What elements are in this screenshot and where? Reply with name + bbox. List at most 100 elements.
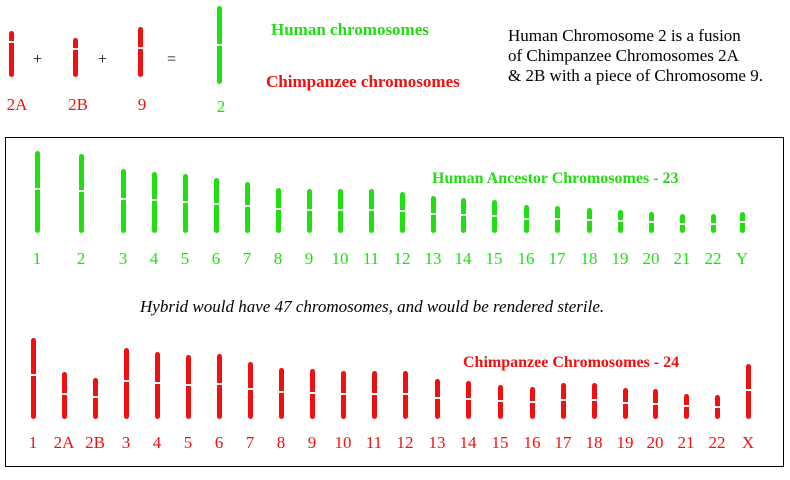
human-chromosome-2: [79, 154, 84, 233]
human-chromosome-3: [121, 169, 126, 233]
chimp-chromosome-3: [124, 348, 129, 419]
chimp-chromosome-19: [623, 388, 628, 419]
chimp-chromosome-15: [498, 385, 503, 419]
chimp-chromosome-20: [653, 389, 658, 419]
chimp-label-21: 21: [677, 433, 695, 452]
description-line: Human Chromosome 2 is a fusion: [508, 26, 741, 45]
human-label-4: 4: [149, 249, 159, 268]
chimp-label-7: 7: [245, 433, 255, 452]
label-2a: 2A: [6, 95, 28, 114]
human-label-13: 13: [424, 249, 442, 268]
chimp-chromosome-4: [155, 352, 160, 419]
chimp-label-1: 1: [28, 433, 38, 452]
chimp-chromosome-5: [186, 355, 191, 419]
chimp-label-x: X: [741, 433, 755, 452]
chimp-chromosome-17: [561, 383, 566, 419]
human-chromosome-22: [711, 214, 716, 233]
chimp-chromosome-21: [684, 394, 689, 419]
human-label-20: 20: [642, 249, 660, 268]
fusion-description: Human Chromosome 2 is a fusion of Chimpa…: [508, 26, 763, 86]
chimp-label-19: 19: [616, 433, 634, 452]
chimp-label-15: 15: [491, 433, 509, 452]
human-label-14: 14: [454, 249, 472, 268]
chimp-chromosome-2b: [93, 378, 98, 419]
human-label-7: 7: [242, 249, 252, 268]
human-chromosome-4: [152, 172, 157, 233]
chromosome-2b: [73, 38, 78, 77]
human-chromosome-19: [618, 210, 623, 233]
chimp-label-4: 4: [152, 433, 162, 452]
human-label-6: 6: [211, 249, 221, 268]
chromosome-2-human: [217, 6, 222, 84]
chimp-section-title: Chimpanzee Chromosomes - 24: [463, 354, 680, 371]
legend-human: Human chromosomes: [271, 20, 429, 39]
description-line: of Chimpanzee Chromosomes 2A: [508, 46, 739, 65]
chimp-label-2b: 2B: [85, 433, 105, 452]
chimp-chromosome-22: [715, 395, 720, 419]
human-chromosome-y: [740, 212, 745, 233]
chromosome-9-piece: [138, 27, 143, 77]
human-chromosome-11: [369, 189, 374, 233]
chimp-chromosome-14: [466, 381, 471, 419]
human-chromosome-12: [400, 192, 405, 233]
description-line: & 2B with a piece of Chromosome 9.: [508, 66, 763, 85]
plus-sign: +: [33, 51, 43, 68]
human-chromosome-21: [680, 214, 685, 233]
comparison-box: [5, 137, 784, 467]
human-label-16: 16: [517, 249, 535, 268]
human-chromosome-7: [245, 182, 250, 233]
human-label-11: 11: [362, 249, 380, 268]
chimp-label-12: 12: [396, 433, 414, 452]
chimp-label-11: 11: [365, 433, 383, 452]
human-label-18: 18: [580, 249, 598, 268]
human-label-5: 5: [180, 249, 190, 268]
chimp-label-20: 20: [646, 433, 664, 452]
human-label-y: Y: [735, 249, 749, 268]
chimp-chromosome-1: [31, 338, 36, 419]
human-chromosome-8: [276, 188, 281, 233]
chimp-label-22: 22: [708, 433, 726, 452]
human-chromosome-9: [307, 189, 312, 233]
chimp-chromosome-6: [217, 354, 222, 419]
human-label-9: 9: [304, 249, 314, 268]
chimp-chromosome-16: [530, 387, 535, 419]
human-label-21: 21: [673, 249, 691, 268]
chimp-label-14: 14: [459, 433, 477, 452]
human-chromosome-1: [35, 151, 40, 233]
chimp-label-17: 17: [554, 433, 572, 452]
equals-sign: =: [167, 51, 177, 68]
human-chromosome-16: [524, 205, 529, 233]
chimp-label-2a: 2A: [53, 433, 75, 452]
human-label-10: 10: [331, 249, 349, 268]
chimp-chromosome-x: [746, 364, 751, 419]
human-label-22: 22: [704, 249, 722, 268]
chimp-chromosome-13: [435, 379, 440, 419]
chimp-chromosome-9: [310, 369, 315, 419]
chimp-label-8: 8: [276, 433, 286, 452]
human-chromosome-18: [587, 208, 592, 233]
human-chromosome-17: [555, 206, 560, 233]
chimp-label-18: 18: [585, 433, 603, 452]
human-label-15: 15: [485, 249, 503, 268]
human-label-17: 17: [548, 249, 566, 268]
label-2b: 2B: [68, 95, 88, 114]
chimp-chromosome-8: [279, 368, 284, 419]
human-label-3: 3: [118, 249, 128, 268]
chimp-label-3: 3: [121, 433, 131, 452]
human-label-12: 12: [393, 249, 411, 268]
chimp-chromosome-18: [592, 383, 597, 419]
human-chromosome-6: [214, 178, 219, 233]
chromosome-2a: [9, 31, 14, 77]
human-section-title: Human Ancestor Chromosomes - 23: [432, 170, 679, 187]
chimp-label-13: 13: [428, 433, 446, 452]
chimp-label-16: 16: [523, 433, 541, 452]
label-9: 9: [137, 95, 147, 114]
human-label-1: 1: [32, 249, 42, 268]
chimp-chromosome-10: [341, 371, 346, 419]
human-chromosome-20: [649, 212, 654, 233]
human-chromosome-14: [461, 198, 466, 233]
sterility-note: Hybrid would have 47 chromosomes, and wo…: [140, 297, 605, 316]
chimp-chromosome-2a: [62, 372, 67, 419]
chimp-chromosome-11: [372, 371, 377, 419]
human-label-8: 8: [273, 249, 283, 268]
